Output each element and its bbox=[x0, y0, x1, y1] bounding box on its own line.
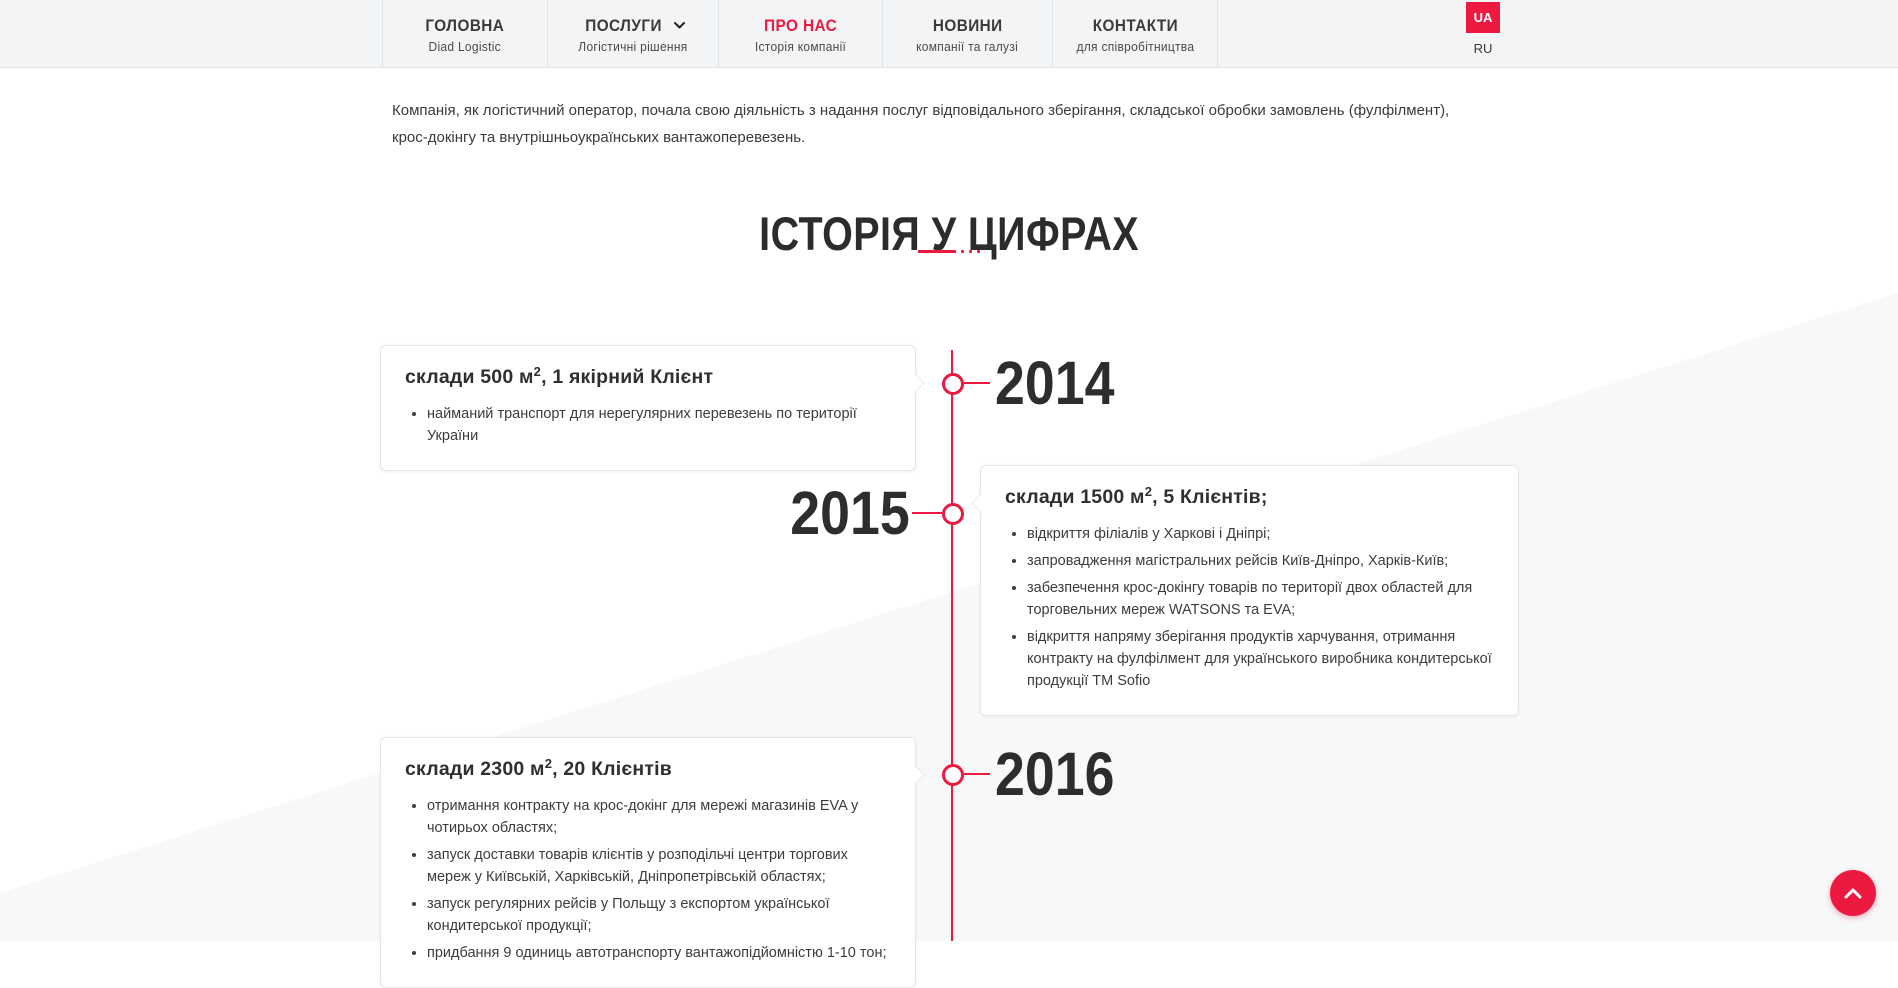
nav-item-about-label: ПРО НАС bbox=[763, 15, 838, 35]
card-bullet: запуск регулярних рейсів у Польщу з експ… bbox=[427, 893, 889, 937]
card-heading: склади 1500 м2, 5 Клієнтів; bbox=[1005, 484, 1268, 508]
timeline-connector-2016 bbox=[960, 773, 990, 775]
language-alternate-link[interactable]: RU bbox=[1473, 41, 1493, 56]
nav-item-about[interactable]: ПРО НАС Історія компанії bbox=[718, 0, 882, 67]
timeline-year-2014: 2014 bbox=[995, 349, 1115, 417]
nav-item-services-sublabel: Логістичні рішення bbox=[578, 39, 688, 54]
card-bullet: запуск доставки товарів клієнтів у розпо… bbox=[427, 844, 889, 888]
nav-items: ГОЛОВНА Diad Logistic ПОСЛУГИ Логістичні… bbox=[382, 0, 1218, 67]
card-bullet: запровадження магістральних рейсів Київ-… bbox=[1027, 550, 1492, 572]
timeline-dot-2015 bbox=[942, 503, 964, 525]
nav-item-contacts-label: КОНТАКТИ bbox=[1092, 15, 1178, 35]
card-bullet: забезпечення крос-докінгу товарів по тер… bbox=[1027, 577, 1492, 621]
language-current-badge[interactable]: UA bbox=[1466, 2, 1500, 33]
card-heading: склади 2300 м2, 20 Клієнтів bbox=[405, 756, 672, 780]
card-bullet: отримання контракту на крос-докінг для м… bbox=[427, 795, 889, 839]
timeline-card-2014: склади 500 м2, 1 якірний Клієнт найманий… bbox=[380, 345, 925, 471]
nav-item-home-label: ГОЛОВНА bbox=[425, 15, 505, 35]
card-heading: склади 500 м2, 1 якірний Клієнт bbox=[405, 364, 714, 388]
timeline-dot-2014 bbox=[942, 373, 964, 395]
card-pointer-right bbox=[905, 373, 925, 393]
nav-item-home-sublabel: Diad Logistic bbox=[428, 39, 502, 54]
nav-item-news-sublabel: компанії та галузі bbox=[916, 39, 1019, 54]
nav-item-contacts-sublabel: для співробітництва bbox=[1076, 39, 1194, 54]
timeline-connector-2015 bbox=[912, 512, 942, 514]
title-underline-decoration bbox=[0, 250, 1898, 253]
chevron-down-icon bbox=[673, 22, 685, 29]
card-bullet-list: отримання контракту на крос-докінг для м… bbox=[405, 795, 889, 964]
card-bullet-list: найманий транспорт для нерегулярних пере… bbox=[405, 403, 889, 447]
top-navigation: ГОЛОВНА Diad Logistic ПОСЛУГИ Логістичні… bbox=[0, 0, 1898, 68]
timeline-card-2016: склади 2300 м2, 20 Клієнтів отримання ко… bbox=[380, 737, 925, 988]
timeline-card-2015: склади 1500 м2, 5 Клієнтів; відкриття фі… bbox=[971, 465, 1519, 716]
nav-item-about-sublabel: Історія компанії bbox=[754, 39, 847, 54]
card-bullet-list: відкриття філіалів у Харкові і Дніпрі; з… bbox=[1005, 523, 1492, 692]
card-pointer-left bbox=[971, 493, 991, 513]
timeline-vertical-line bbox=[951, 350, 953, 941]
scroll-to-top-button[interactable] bbox=[1830, 870, 1876, 916]
card-bullet: придбання 9 одиниць автотранспорту ванта… bbox=[427, 942, 889, 964]
title-underline-bar bbox=[918, 250, 956, 253]
nav-item-services-label: ПОСЛУГИ bbox=[585, 15, 663, 35]
title-underline-dot bbox=[977, 250, 980, 253]
nav-item-contacts[interactable]: КОНТАКТИ для співробітництва bbox=[1052, 0, 1218, 67]
section-title-text: ІСТОРІЯ У ЦИФРАХ bbox=[759, 207, 1139, 261]
timeline-connector-2014 bbox=[960, 382, 990, 384]
card-bullet: відкриття напряму зберігання продуктів х… bbox=[1027, 626, 1492, 692]
title-underline-dot bbox=[969, 250, 972, 253]
language-switcher: UA RU bbox=[1466, 2, 1500, 56]
section-title: ІСТОРІЯ У ЦИФРАХ bbox=[0, 207, 1898, 261]
nav-item-home[interactable]: ГОЛОВНА Diad Logistic bbox=[382, 0, 547, 67]
timeline-year-2015: 2015 bbox=[790, 479, 910, 547]
timeline-dot-2016 bbox=[942, 764, 964, 786]
page: ГОЛОВНА Diad Logistic ПОСЛУГИ Логістичні… bbox=[0, 0, 1898, 941]
card-bullet: відкриття філіалів у Харкові і Дніпрі; bbox=[1027, 523, 1492, 545]
nav-item-news[interactable]: НОВИНИ компанії та галузі bbox=[882, 0, 1052, 67]
nav-item-news-label: НОВИНИ bbox=[932, 15, 1003, 35]
card-bullet: найманий транспорт для нерегулярних пере… bbox=[427, 403, 889, 447]
timeline-year-2016: 2016 bbox=[995, 740, 1115, 808]
chevron-up-icon bbox=[1844, 888, 1862, 898]
nav-item-services[interactable]: ПОСЛУГИ Логістичні рішення bbox=[547, 0, 718, 67]
intro-paragraph: Компанія, як логістичний оператор, почал… bbox=[392, 102, 1450, 146]
title-underline-dot bbox=[961, 250, 964, 253]
